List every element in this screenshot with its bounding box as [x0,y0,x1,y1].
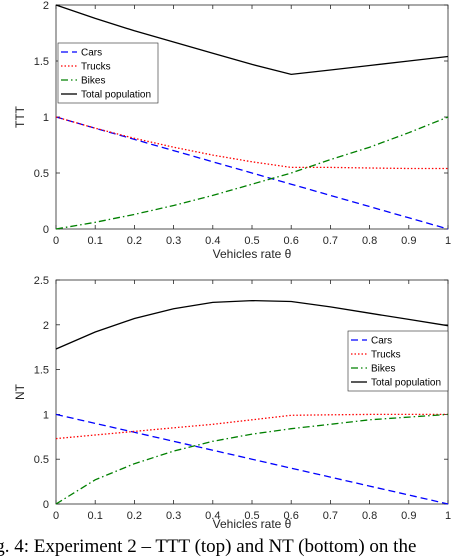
series-line-total-population [55,299,449,350]
x-tick-label: 0 [53,235,59,247]
x-tick-label: 0.6 [284,510,299,522]
x-tick-label: 0.7 [323,235,338,247]
series-line-bikes [55,413,449,505]
legend-box [57,42,159,104]
legend-entry-label: Trucks [81,62,111,73]
y-axis-label: TTT [13,105,27,128]
y-tick-label: 1 [43,409,49,421]
y-tick-label: 0.5 [34,454,49,466]
series-line-trucks [55,413,448,440]
x-tick-label: 0.5 [244,235,259,247]
x-tick-label: 0.1 [88,510,103,522]
plot-area [55,279,449,505]
x-tick-label: 0.1 [88,235,103,247]
x-tick-label: 1 [445,235,451,247]
x-axis-label: Vehicles rate θ [213,247,292,261]
legend-entry-label: Trucks [371,350,401,361]
y-tick-label: 1.5 [34,56,49,68]
legend-box [347,330,449,392]
legend-entry-label: Cars [81,48,102,59]
x-axis-label: Vehicles rate θ [213,517,292,531]
top-chart-ttt: 0 0.1 0.2 0.3 0.4 0.5 0.6 0.7 0.8 0.9 1 0 0.5 1 1.5 2 Ve… [13,0,451,261]
figure-caption: ig. 4: Experiment 2 – TTT (top) and NT (… [0,536,417,557]
y-axis-label: NT [13,383,27,400]
x-tick-label: 0.7 [323,510,338,522]
series-line-cars [55,413,449,505]
x-tick-label: 0.8 [362,235,377,247]
y-tick-label: 1 [43,112,49,124]
bottom-chart-nt: 0 0.1 0.2 0.3 0.4 0.5 0.6 0.7 0.8 0.9 1 0 0.5 1 1.5 2 2.… [13,275,451,531]
series-line-total-population [55,4,449,76]
legend-entry-label: Total population [371,378,441,389]
x-tick-label: 0.3 [166,510,181,522]
x-tick-label: 0.2 [127,235,142,247]
figure: 0 0.1 0.2 0.3 0.4 0.5 0.6 0.7 0.8 0.9 1 0 0.5 1 1.5 2 Ve… [13,0,451,531]
x-tick-label: 0.2 [127,510,142,522]
x-tick-label: 0.3 [166,235,181,247]
series-line-bikes [55,116,449,230]
legend-entry-label: Cars [371,336,392,347]
y-tick-label: 1.5 [34,365,49,377]
x-tick-label: 0.4 [205,235,220,247]
x-tick-label: 0.6 [284,235,299,247]
y-tick-label: 2 [43,0,49,12]
x-tick-label: 0.8 [362,510,377,522]
x-tick-label: 0.9 [401,235,416,247]
y-tick-label: 0.5 [34,168,49,180]
y-tick-label: 2.5 [34,275,49,287]
x-tick-label: 0.5 [244,510,259,522]
y-tick-label: 0 [43,224,49,236]
legend-entry-label: Bikes [81,76,105,87]
x-tick-label: 1 [445,510,451,522]
legend: Cars Trucks Bikes Total population [347,330,449,392]
x-tick-label: 0.9 [401,510,416,522]
y-tick-label: 2 [43,320,49,332]
series-line-trucks [55,116,448,170]
series-line-cars [55,116,449,230]
legend-entry-label: Total population [81,90,151,101]
legend: Cars Trucks Bikes Total population [57,42,159,104]
legend-entry-label: Bikes [371,364,395,375]
plot-area [55,4,449,230]
y-tick-label: 0 [43,499,49,511]
x-tick-label: 0 [53,510,59,522]
x-tick-label: 0.4 [205,510,220,522]
